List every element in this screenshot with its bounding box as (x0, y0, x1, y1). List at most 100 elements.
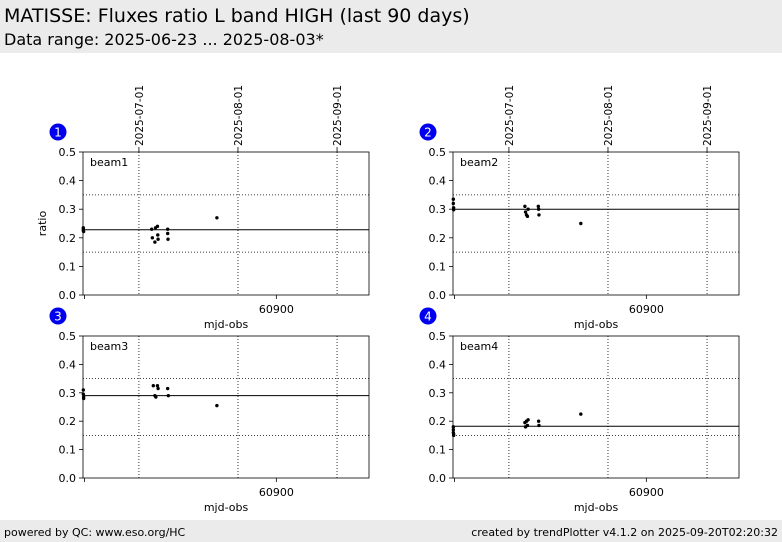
chart2-y-tick-label: 0.4 (429, 175, 447, 188)
chart1-x-tick-label: 60900 (259, 303, 294, 316)
chart3-data-point (151, 384, 156, 388)
chart2-plot-area (453, 152, 739, 295)
chart2-date-tick-label: 2025-09-01 (702, 85, 714, 146)
chart2-data-point (526, 207, 530, 211)
chart4-x-axis-label: mjd-obs (574, 501, 619, 514)
chart3-plot-area (83, 336, 369, 478)
chart4-data-point (526, 418, 530, 422)
chart4-y-tick-label: 0.2 (429, 415, 447, 428)
chart2-y-tick-label: 0.3 (429, 203, 447, 216)
chart4-data-point (451, 433, 456, 438)
chart2-data-point (451, 208, 456, 212)
chart1-badge-number: 1 (54, 126, 62, 140)
chart4-badge-number: 4 (424, 310, 432, 324)
chart2-panel-label: beam2 (460, 156, 498, 169)
chart1-y-tick-label: 0.2 (59, 232, 77, 245)
chart1-y-tick-label: 0.1 (59, 260, 77, 273)
chart3-frame (82, 335, 370, 479)
chart3-badge (49, 307, 67, 325)
chart2-date-tick-label: 2025-07-01 (504, 85, 516, 146)
chart1-y-tick-label: 0.4 (59, 175, 77, 188)
chart1-data-point (156, 237, 160, 241)
chart3-y-tick-label: 0.1 (59, 444, 77, 457)
chart2-y-tick-label: 0.0 (429, 289, 447, 302)
chart1-badge (49, 123, 67, 141)
chart3-y-tick-label: 0.0 (59, 472, 77, 485)
chart3-data-point (81, 396, 86, 401)
chart1-data-point (81, 229, 86, 234)
chart3-panel-label: beam3 (90, 340, 128, 353)
chart2-frame (452, 151, 740, 296)
chart1-date-tick-label: 2025-07-01 (134, 85, 146, 146)
chart1-data-point (150, 227, 154, 231)
chart2-badge-number: 2 (424, 126, 432, 140)
chart3-data-point (166, 393, 171, 398)
chart1-data-point (156, 233, 160, 237)
chart4-data-point (525, 423, 530, 428)
chart2-y-tick-label: 0.2 (429, 232, 447, 245)
chart4-y-tick-label: 0.3 (429, 387, 447, 400)
footer-generator: created by trendPlotter v4.1.2 on 2025-0… (471, 526, 778, 539)
chart1-y-tick-label: 0.3 (59, 203, 77, 216)
chart3-badge-number: 3 (54, 310, 62, 324)
chart3-y-tick-label: 0.4 (59, 358, 77, 371)
chart3-data-point (215, 403, 219, 408)
header-band: MATISSE: Fluxes ratio L band HIGH (last … (0, 0, 782, 53)
chart2-date-tick-label: 2025-08-01 (603, 85, 615, 146)
chart4-data-point (537, 423, 541, 428)
chart1-data-point (153, 240, 157, 244)
page-subtitle: Data range: 2025-06-23 ... 2025-08-03* (4, 30, 324, 49)
chart2-data-point (579, 221, 583, 226)
chart2-x-tick-label: 60900 (629, 303, 664, 316)
chart4-data-point (536, 419, 541, 423)
chart2-y-tick-label: 0.5 (429, 146, 447, 159)
chart3-y-tick-label: 0.2 (59, 415, 77, 428)
chart4-badge (419, 307, 437, 325)
chart4-y-tick-label: 0.0 (429, 472, 447, 485)
chart1-date-tick-label: 2025-08-01 (233, 85, 245, 146)
chart4-y-tick-label: 0.4 (429, 358, 447, 371)
chart2-data-point (523, 204, 527, 209)
chart3-x-axis-label: mjd-obs (204, 501, 249, 514)
chart3-data-point (165, 386, 170, 391)
chart2-x-axis-label: mjd-obs (574, 318, 619, 331)
chart1-y-tick-label: 0.5 (59, 146, 77, 159)
chart2-data-point (536, 207, 541, 211)
chart2-badge (419, 123, 437, 141)
chart1-data-point (150, 236, 155, 240)
footer-band: powered by QC: www.eso.org/HC created by… (0, 520, 782, 542)
chart1-plot-area (83, 152, 369, 295)
chart2-data-point (525, 214, 530, 219)
page-title: MATISSE: Fluxes ratio L band HIGH (last … (4, 5, 470, 27)
chart1-x-axis-label: mjd-obs (204, 318, 249, 331)
chart1-date-tick-label: 2025-09-01 (332, 85, 344, 146)
chart1-y-tick-label: 0.0 (59, 289, 77, 302)
chart1-data-point (165, 231, 170, 236)
chart1-y-axis-label: ratio (36, 211, 49, 237)
chart4-frame (452, 335, 740, 479)
chart4-y-tick-label: 0.1 (429, 444, 447, 457)
chart4-data-point (579, 412, 583, 416)
chart3-y-tick-label: 0.5 (59, 330, 77, 343)
chart3-data-point (154, 395, 158, 399)
chart4-x-tick-label: 60900 (629, 486, 664, 499)
chart2-y-tick-label: 0.1 (429, 260, 447, 273)
chart3-x-tick-label: 60900 (259, 486, 294, 499)
chart3-y-tick-label: 0.3 (59, 387, 77, 400)
chart1-frame (82, 151, 370, 296)
chart4-plot-area (453, 336, 739, 478)
chart1-data-point (166, 237, 170, 241)
chart2-data-point (537, 213, 541, 217)
chart1-data-point (215, 216, 219, 220)
chart2-data-point (523, 210, 528, 214)
chart4-y-tick-label: 0.5 (429, 330, 447, 343)
footer-credit: powered by QC: www.eso.org/HC (4, 526, 186, 539)
chart1-data-point (155, 224, 160, 229)
chart1-panel-label: beam1 (90, 156, 128, 169)
chart1-data-point (165, 227, 170, 231)
chart3-data-point (156, 386, 160, 391)
chart4-panel-label: beam4 (460, 340, 498, 353)
chart3-data-point (155, 384, 160, 388)
chart2-data-point (536, 204, 541, 209)
